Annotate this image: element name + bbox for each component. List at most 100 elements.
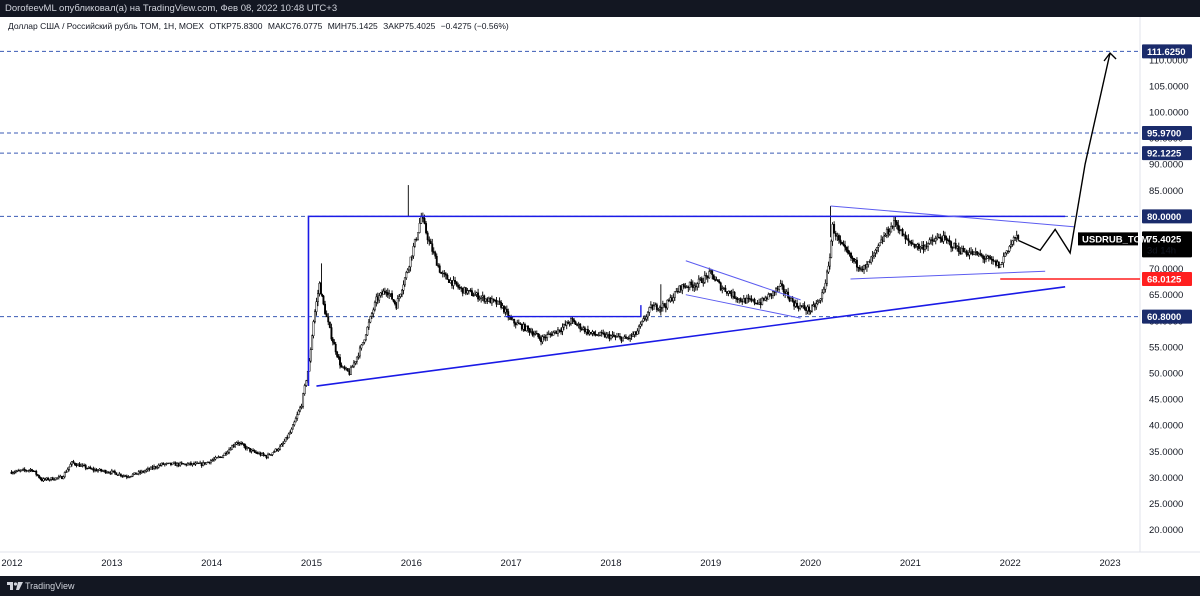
- candle-body: [646, 312, 649, 318]
- candle-body: [238, 442, 241, 445]
- candle-body: [591, 331, 594, 334]
- candle-body: [977, 253, 980, 256]
- candle-body: [17, 470, 20, 472]
- candle-body: [339, 357, 341, 366]
- price-chart[interactable]: 20.0000 25.0000 30.0000 35.0000 40.0000 45.00…: [0, 17, 1200, 576]
- candle-body: [895, 221, 898, 226]
- candle-body: [920, 245, 923, 248]
- candle-body: [517, 322, 520, 325]
- candle-body: [62, 476, 65, 480]
- candle-body: [268, 453, 271, 456]
- candle-body: [440, 272, 443, 274]
- candle-body: [570, 318, 572, 324]
- candle-body: [579, 323, 582, 330]
- candle-body: [14, 471, 17, 473]
- candle-body: [154, 466, 157, 468]
- candle-body: [651, 304, 654, 310]
- candle-body: [937, 236, 940, 239]
- candle-body: [758, 302, 761, 305]
- candle-body: [383, 290, 386, 293]
- candle-body: [1005, 250, 1008, 254]
- candle-body: [112, 470, 115, 472]
- candle-body: [244, 445, 247, 449]
- candle-body: [273, 451, 275, 453]
- candle-body: [276, 448, 278, 451]
- candle-body: [113, 470, 116, 473]
- candle-body: [878, 242, 881, 246]
- candle-body: [712, 274, 715, 280]
- candle-body: [873, 252, 875, 257]
- candle-body: [845, 246, 848, 251]
- candle-body: [520, 323, 523, 330]
- candle-body: [160, 462, 163, 466]
- candle-body: [63, 472, 66, 478]
- candle-body: [480, 296, 483, 299]
- tradingview-logo-icon[interactable]: [7, 582, 23, 590]
- candle-body: [173, 462, 175, 464]
- candle-body: [623, 336, 626, 339]
- candle-body: [519, 323, 522, 325]
- candle-body: [888, 231, 891, 235]
- candle-body: [525, 325, 528, 331]
- candle-body: [540, 338, 543, 343]
- candle-body: [722, 287, 725, 290]
- candle-body: [699, 278, 702, 280]
- candle-body: [127, 476, 130, 479]
- y-tick-label: 65.0000: [1149, 290, 1183, 301]
- candle-body: [655, 304, 658, 310]
- candle-body: [942, 235, 945, 242]
- level-price-tag-label: 80.0000: [1147, 212, 1181, 223]
- candle-body: [611, 334, 614, 337]
- candle-body: [874, 250, 877, 254]
- candle-body: [928, 239, 931, 244]
- candle-body: [778, 285, 781, 290]
- candle-body: [557, 329, 559, 334]
- candle-body: [358, 347, 361, 357]
- candle-body: [107, 472, 110, 474]
- candle-body: [803, 305, 806, 310]
- candle-body: [543, 336, 546, 338]
- candle-body: [116, 474, 119, 476]
- candle-body: [369, 316, 372, 323]
- candle-body: [748, 298, 751, 300]
- candles: [10, 212, 1020, 483]
- candle-body: [913, 243, 916, 248]
- candle-body: [261, 453, 264, 456]
- candle-body: [522, 324, 525, 330]
- candle-body: [264, 454, 267, 457]
- candle-body: [217, 456, 220, 458]
- candle-body: [738, 298, 741, 301]
- candle-body: [416, 232, 419, 241]
- candle-body: [405, 272, 408, 279]
- candle-body: [300, 406, 303, 408]
- candle-body: [420, 216, 423, 224]
- candle-body: [654, 304, 657, 307]
- candle-body: [948, 240, 951, 242]
- candle-body: [262, 453, 265, 456]
- candle-body: [484, 298, 487, 302]
- candle-body: [939, 237, 942, 240]
- candle-body: [483, 295, 486, 302]
- candle-body: [871, 255, 874, 258]
- candle-body: [315, 301, 318, 312]
- candle-body: [13, 471, 16, 474]
- candle-body: [255, 451, 258, 454]
- candle-body: [391, 293, 393, 300]
- candle-body: [28, 469, 30, 472]
- candle-body: [413, 238, 416, 247]
- candle-body: [897, 224, 900, 231]
- candle-body: [708, 271, 711, 279]
- candle-body: [464, 287, 467, 294]
- candle-body: [788, 297, 791, 302]
- candle-body: [824, 283, 827, 290]
- candle-body: [259, 452, 262, 456]
- candle-body: [806, 306, 809, 311]
- candle-body: [250, 449, 253, 452]
- candle-body: [858, 267, 861, 270]
- candle-body: [396, 298, 399, 309]
- candle-body: [661, 303, 664, 308]
- candle-body: [505, 308, 508, 312]
- candle-body: [226, 451, 229, 455]
- candle-body: [370, 313, 373, 317]
- level-price-tag-label: 92.1225: [1147, 149, 1182, 160]
